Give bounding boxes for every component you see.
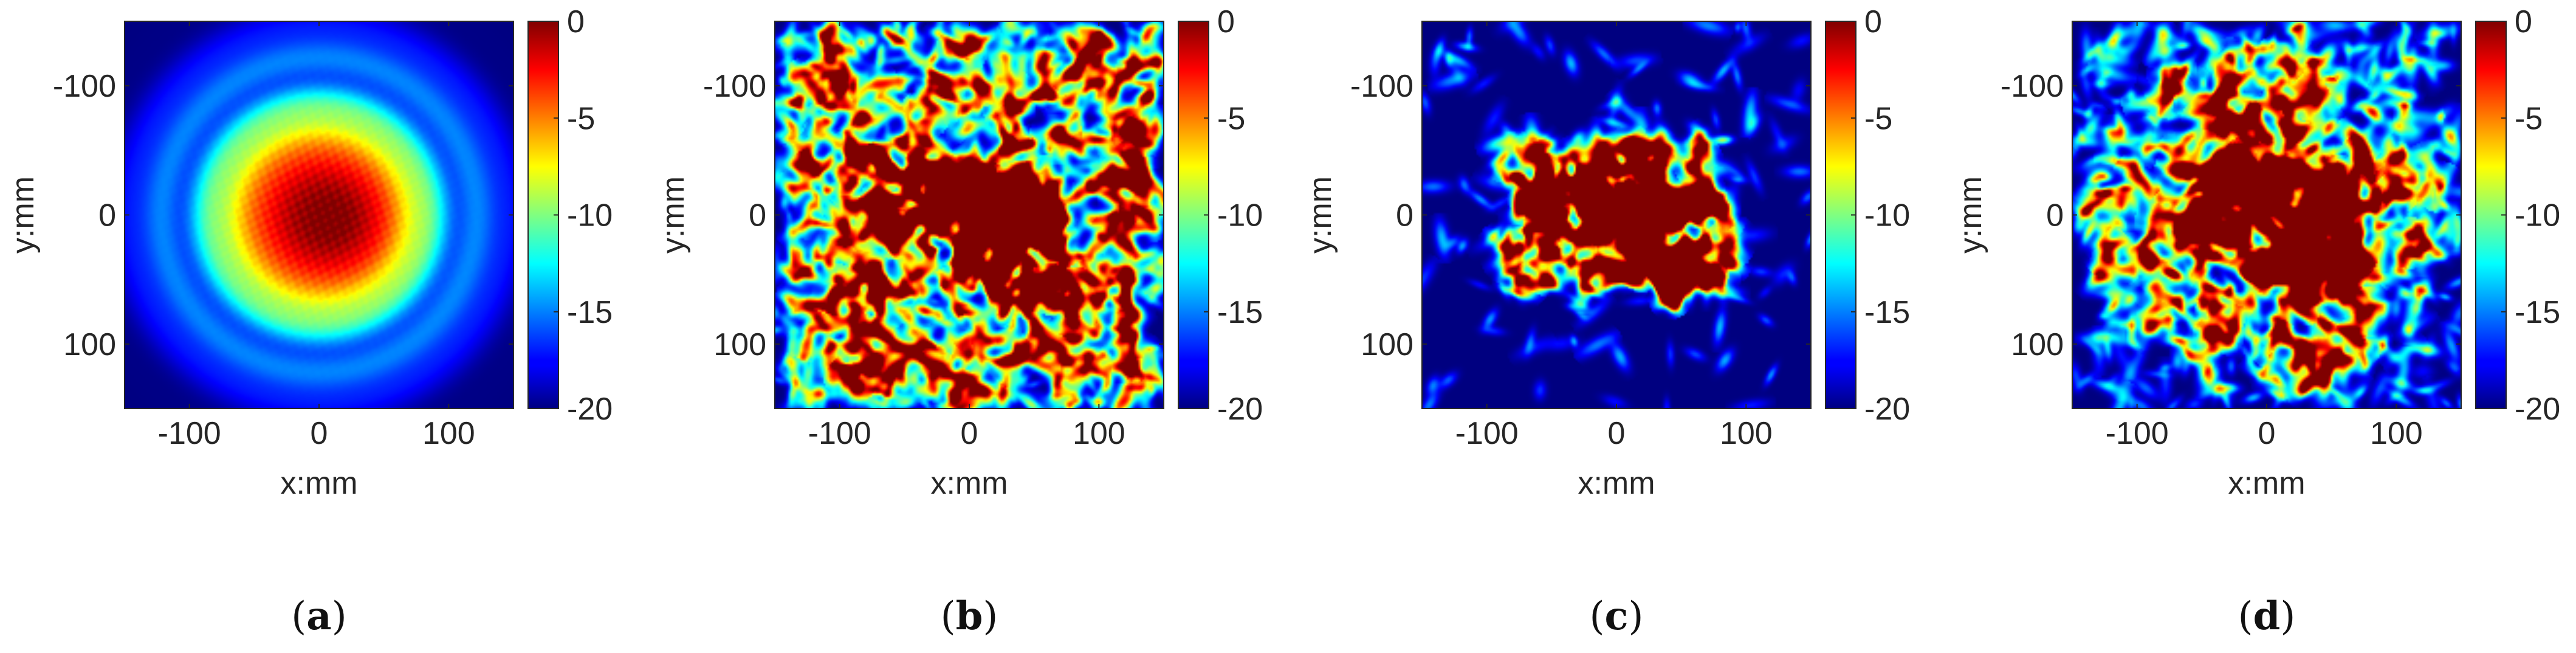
- x-tick-label: 0: [961, 416, 978, 451]
- chart-panel-c: -100 0 100 -100 0 100 x:mm y:mm 0 -5 -10 -15 -20 (c): [1303, 4, 1910, 639]
- x-tick-label: 100: [1073, 416, 1125, 451]
- panel-caption: (d): [2238, 593, 2296, 639]
- y-axis-label: y:mm: [1303, 176, 1338, 254]
- colorbar: [527, 21, 559, 409]
- y-tick-label: 100: [63, 327, 116, 362]
- x-tick-label: -100: [1455, 416, 1519, 451]
- y-axis-label: y:mm: [1953, 176, 1988, 254]
- x-tick-label: -100: [808, 416, 871, 451]
- y-axis-label: y:mm: [656, 176, 691, 254]
- panel-caption: (b): [941, 593, 998, 639]
- x-tick-label: 0: [2258, 416, 2276, 451]
- panel-caption: (c): [1590, 593, 1644, 639]
- panel-caption-letter: d: [2253, 593, 2281, 639]
- colorbar-tick-label: -5: [1864, 101, 1892, 136]
- colorbar-tick-label: -20: [1217, 392, 1263, 427]
- colorbar-tick-label: -15: [1864, 295, 1910, 330]
- colorbar-tick-label: 0: [1864, 4, 1882, 40]
- colorbar-tick-label: -5: [567, 101, 595, 136]
- colorbar-tick-label: -10: [2515, 198, 2560, 233]
- x-axis-label: x:mm: [280, 466, 357, 501]
- colorbar-tick-label: 0: [1217, 4, 1235, 40]
- chart-panel-d: -100 0 100 -100 0 100 x:mm y:mm 0 -5 -10 -15 -20 (d): [1953, 4, 2560, 639]
- colorbar-tick-label: -10: [1864, 198, 1910, 233]
- y-tick-label: -100: [1350, 69, 1413, 104]
- colorbar-tick-label: -20: [1864, 392, 1910, 427]
- x-axis-label: x:mm: [2228, 466, 2305, 501]
- heatmap-image: [125, 21, 513, 409]
- colorbar-tick-label: 0: [567, 4, 585, 40]
- panel-caption-letter: c: [1605, 593, 1629, 639]
- colorbar-tick-label: -5: [2515, 101, 2543, 136]
- colorbar: [1825, 21, 1856, 409]
- heatmap-image: [775, 21, 1164, 409]
- colorbar-tick-label: 0: [2515, 4, 2532, 40]
- y-tick-label: 0: [2046, 198, 2064, 233]
- x-tick-label: 100: [2370, 416, 2423, 451]
- colorbar-tick-label: -20: [2515, 392, 2560, 427]
- x-axis-label: x:mm: [930, 466, 1008, 501]
- panels: -100 0 100-1000100x:mmy:mm0-5-10-15-20(a)-…: [5, 4, 2560, 639]
- x-tick-label: -100: [158, 416, 221, 451]
- x-tick-label: 0: [1608, 416, 1626, 451]
- x-tick-label: 0: [311, 416, 328, 451]
- y-tick-label: 0: [98, 198, 116, 233]
- heatmap-image: [2072, 21, 2461, 409]
- panel-caption-letter: a: [306, 593, 331, 639]
- colorbar-tick-label: -10: [1217, 198, 1263, 233]
- y-tick-label: 100: [2011, 327, 2064, 362]
- y-tick-label: 0: [1396, 198, 1413, 233]
- x-axis-label: x:mm: [1578, 466, 1655, 501]
- y-axis-label: y:mm: [5, 176, 41, 254]
- colorbar-tick-label: -20: [567, 392, 613, 427]
- colorbar-tick-label: -5: [1217, 101, 1245, 136]
- panel-caption-letter: b: [956, 593, 983, 639]
- colorbar-tick-label: -10: [567, 198, 613, 233]
- colorbar-tick-label: -15: [1217, 295, 1263, 330]
- colorbar: [2475, 21, 2507, 409]
- colorbar: [1178, 21, 1209, 409]
- x-tick-label: 100: [422, 416, 475, 451]
- y-tick-label: -100: [703, 69, 766, 104]
- chart-panel-b: -100 0 100 -100 0 100 x:mm y:mm 0 -5 -10 -15 -20 (b): [656, 4, 1263, 639]
- colorbar-tick-label: -15: [567, 295, 613, 330]
- panel-caption: (a): [291, 593, 346, 639]
- y-tick-label: -100: [53, 69, 116, 104]
- colorbar-tick-label: -15: [2515, 295, 2560, 330]
- y-tick-label: 100: [1361, 327, 1413, 362]
- x-tick-label: -100: [2106, 416, 2169, 451]
- y-tick-label: -100: [2001, 69, 2064, 104]
- y-tick-label: 100: [713, 327, 766, 362]
- x-tick-label: 100: [1720, 416, 1773, 451]
- chart-panel-a: -100 0 100 -100 0 100 x:mm y:mm 0 -5 -10 -15 -20 (a): [5, 4, 613, 639]
- heatmap-image: [1422, 21, 1811, 409]
- y-tick-label: 0: [749, 198, 766, 233]
